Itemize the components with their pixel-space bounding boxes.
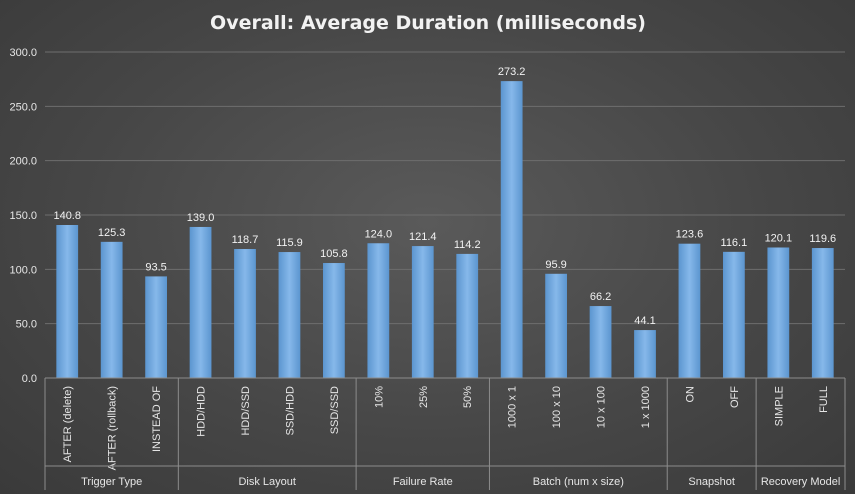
category-label: OFF <box>729 386 741 408</box>
data-label: 121.4 <box>409 231 437 243</box>
category-label: AFTER (delete) <box>62 386 74 462</box>
data-label: 66.2 <box>590 291 611 303</box>
y-tick-label: 250.0 <box>9 101 37 113</box>
group-label: Recovery Model <box>761 476 840 488</box>
data-label: 139.0 <box>187 212 215 224</box>
bar <box>678 243 701 378</box>
category-label: 10 x 100 <box>596 386 608 428</box>
category-label: AFTER (rollback) <box>107 386 119 470</box>
category-label: SIMPLE <box>773 386 785 426</box>
y-tick-label: 100.0 <box>9 264 37 276</box>
category-label: HDD/SSD <box>240 386 252 436</box>
y-tick-label: 150.0 <box>9 210 37 222</box>
bar <box>545 273 567 378</box>
data-label: 273.2 <box>498 66 526 78</box>
y-tick-label: 300.0 <box>9 47 37 59</box>
bar <box>589 306 612 378</box>
data-label: 124.0 <box>365 228 393 240</box>
data-label: 125.3 <box>98 227 126 239</box>
chart-title: Overall: Average Duration (milliseconds) <box>210 12 646 34</box>
category-label: FULL <box>818 386 830 413</box>
bar <box>234 249 256 378</box>
data-label: 116.1 <box>721 237 748 249</box>
category-label: 100 x 10 <box>551 386 563 428</box>
category-label: SSD/HDD <box>284 386 296 436</box>
bar <box>634 330 656 378</box>
group-label: Snapshot <box>688 476 734 488</box>
group-label: Disk Layout <box>238 476 295 488</box>
bar <box>811 248 834 378</box>
data-label: 123.6 <box>676 229 704 241</box>
bars: 140.8 125.3 93.5 139.0 118.7 115.9 105.8 124.0 1… <box>53 66 836 378</box>
x-axis: AFTER (delete) AFTER (rollback) INSTEAD OF… <box>44 377 846 490</box>
category-label: INSTEAD OF <box>151 386 163 452</box>
y-tick-label: 50.0 <box>16 319 37 331</box>
group-label: Batch (num x size) <box>533 476 624 488</box>
data-label: 93.5 <box>145 261 166 273</box>
category-label: ON <box>684 386 696 403</box>
bar <box>367 243 390 378</box>
bar <box>767 247 790 378</box>
category-label: 1000 x 1 <box>507 386 519 428</box>
y-axis-ticks: 0.0 50.0 100.0 150.0 200.0 250.0 300.0 <box>9 47 37 385</box>
data-label: 118.7 <box>232 234 259 246</box>
category-label: 1 x 1000 <box>640 386 652 428</box>
bar <box>278 252 301 378</box>
bar <box>56 224 79 378</box>
category-label: 10% <box>373 386 385 408</box>
data-label: 120.1 <box>765 232 793 244</box>
data-label: 140.8 <box>53 210 81 222</box>
category-label: 50% <box>462 386 474 408</box>
y-tick-label: 200.0 <box>9 156 37 168</box>
group-label: Trigger Type <box>81 476 142 488</box>
y-tick-label: 0.0 <box>22 373 37 385</box>
data-label: 95.9 <box>545 259 566 271</box>
data-label: 115.9 <box>276 237 303 249</box>
data-label: 114.2 <box>454 239 481 251</box>
data-label: 119.6 <box>809 233 836 245</box>
bar <box>411 246 434 378</box>
group-label: Failure Rate <box>393 476 453 488</box>
category-label: SSD/SSD <box>329 386 341 434</box>
bar <box>189 226 212 378</box>
data-label: 44.1 <box>634 315 655 327</box>
data-label: 105.8 <box>320 248 348 260</box>
bar <box>456 253 479 378</box>
bar <box>145 276 167 378</box>
category-label: HDD/HDD <box>196 386 208 437</box>
bar <box>100 241 123 378</box>
category-label: 25% <box>418 386 430 408</box>
gridlines <box>45 51 845 325</box>
bar <box>500 81 523 378</box>
bar <box>323 263 345 378</box>
bar <box>723 251 745 378</box>
